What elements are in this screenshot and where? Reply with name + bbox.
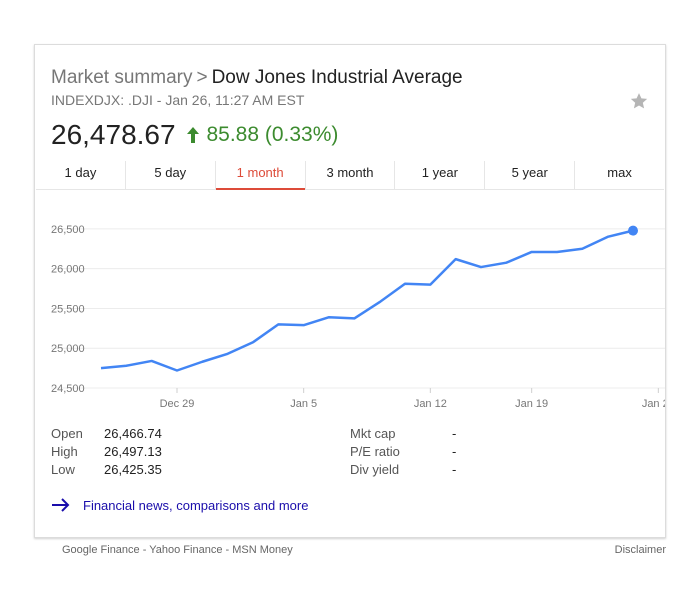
stat-row-div-yield: Div yield - [350, 461, 456, 479]
source-msn-money[interactable]: MSN Money [232, 544, 293, 556]
source-yahoo-finance[interactable]: Yahoo Finance [149, 544, 223, 556]
arrow-up-icon [187, 127, 200, 143]
stat-label: Low [51, 462, 75, 477]
tab-1-year[interactable]: 1 year [395, 161, 486, 189]
index-subtitle: INDEXDJX: .DJI - Jan 26, 11:27 AM EST [51, 92, 305, 108]
index-name: Dow Jones Industrial Average [211, 67, 463, 88]
y-tick-label: 26,500 [51, 224, 85, 236]
market-summary-card: Market summary > Dow Jones Industrial Aver… [34, 44, 666, 538]
stat-value: - [452, 444, 457, 459]
stats-right: Mkt cap - P/E ratio - Div yield - [350, 425, 456, 479]
y-tick-label: 24,500 [51, 383, 85, 395]
stat-value: 26,466.74 [104, 426, 162, 441]
x-tick-label: Jan 26 [642, 398, 665, 410]
breadcrumb-market-summary[interactable]: Market summary [51, 67, 193, 88]
stat-value: 26,425.35 [104, 462, 162, 477]
stat-label: Open [51, 426, 83, 441]
x-tick-label: Jan 5 [290, 398, 317, 410]
stat-row-p-e-ratio: P/E ratio - [350, 443, 456, 461]
breadcrumb-separator: > [196, 67, 208, 88]
financial-news-link[interactable]: Financial news, comparisons and more [51, 495, 308, 515]
current-price: 26,478.67 [51, 119, 176, 150]
price-line [100, 229, 634, 372]
source-google-finance[interactable]: Google Finance [62, 544, 140, 556]
price-chart: 24,500 25,000 25,500 26,000 26,500 Dec 29 Jan … [51, 224, 665, 410]
stat-value: 26,497.13 [104, 444, 162, 459]
stat-label: High [51, 444, 78, 459]
x-tick-label: Dec 29 [160, 398, 195, 410]
stat-row-high: High 26,497.13 [51, 443, 162, 461]
price-row: 26,478.67 85.88 (0.33%) [51, 119, 338, 151]
tab-5-day[interactable]: 5 day [126, 161, 216, 189]
stat-label: P/E ratio [350, 444, 400, 459]
title-row: Market summary > Dow Jones Industrial Aver… [51, 67, 463, 89]
y-tick-label: 25,500 [51, 303, 85, 315]
x-tick-label: Jan 19 [515, 398, 548, 410]
stat-value: - [452, 462, 457, 477]
y-tick-label: 25,000 [51, 343, 85, 355]
arrow-right-icon [52, 498, 70, 512]
y-tick-label: 26,000 [51, 264, 85, 276]
source-separator: - [222, 544, 233, 556]
disclaimer-link[interactable]: Disclaimer [614, 544, 666, 556]
x-tick-label: Jan 12 [414, 398, 447, 410]
tab-max[interactable]: max [607, 165, 632, 180]
price-change: 85.88 (0.33%) [206, 123, 339, 146]
stats-left: Open 26,466.74 High 26,497.13 Low 26,425.35 [51, 425, 162, 479]
financial-news-link-text: Financial news, comparisons and more [83, 497, 309, 513]
footer-sources: Google Finance - Yahoo Finance - MSN Mon… [62, 544, 293, 556]
stat-row-low: Low 26,425.35 [51, 461, 162, 479]
tab-1-day[interactable]: 1 day [36, 161, 126, 189]
stat-value: - [452, 426, 457, 441]
tab-5-year[interactable]: 5 year [485, 161, 576, 189]
stat-label: Mkt cap [350, 426, 396, 441]
star-icon[interactable] [629, 91, 649, 111]
tab-3-month[interactable]: 3 month [306, 161, 396, 189]
tab-1-month[interactable]: 1 month [215, 161, 306, 190]
stat-row-mkt-cap: Mkt cap - [350, 425, 456, 443]
stat-label: Div yield [350, 462, 400, 477]
latest-point [628, 225, 638, 236]
range-tabs: 1 day 5 day 1 month 3 month 1 year 5 year max [36, 161, 664, 190]
source-separator: - [139, 544, 150, 556]
stat-row-open: Open 26,466.74 [51, 425, 162, 443]
